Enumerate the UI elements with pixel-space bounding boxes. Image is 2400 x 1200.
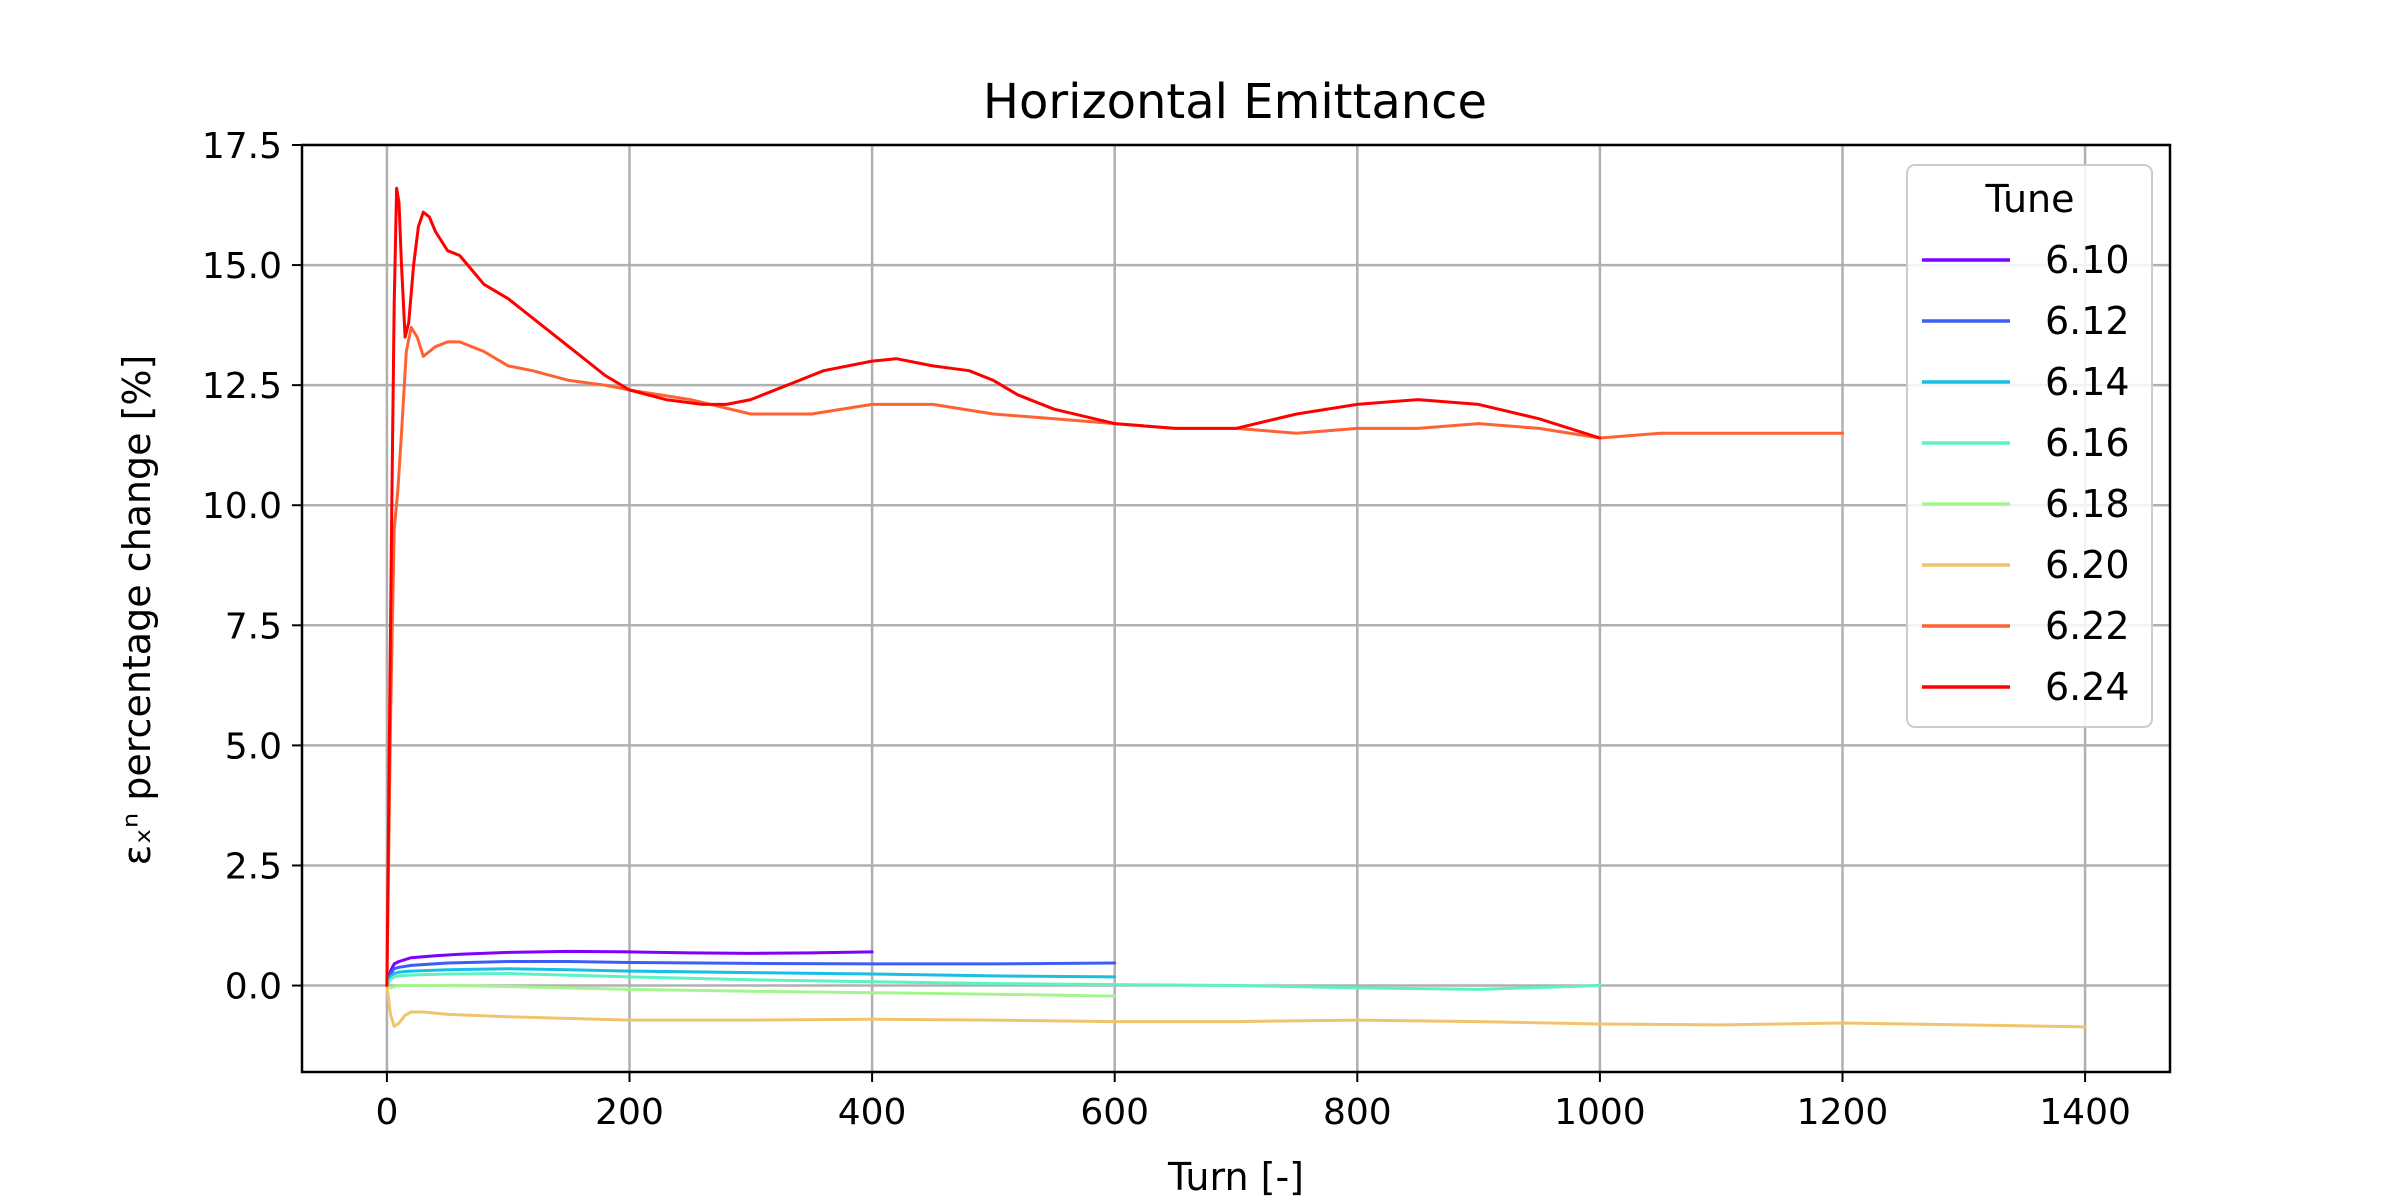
y-tick-label: 0.0 (225, 967, 282, 1008)
x-tick-label: 0 (375, 1092, 398, 1133)
legend-label-6.20: 6.20 (2045, 543, 2130, 587)
series-line-6.18 (385, 984, 1117, 998)
legend-title: Tune (1985, 177, 2075, 221)
y-tick-label: 5.0 (225, 726, 282, 767)
plot-frame (300, 143, 2172, 1074)
y-axis-label: εₓⁿ percentage change [%] (115, 355, 159, 866)
legend-label-6.16: 6.16 (2045, 421, 2130, 465)
x-tick-label: 1400 (2039, 1092, 2131, 1133)
axis-ticks: 0 200 400 600 800 1000 1200 1400 0.0 2.5 5.0 7.5 10.… (202, 126, 2131, 1133)
series-line-6.16 (385, 972, 1602, 991)
y-tick-label: 15.0 (202, 246, 282, 287)
y-tick-label: 17.5 (202, 126, 282, 167)
legend-box (1906, 164, 2153, 728)
y-tick-label: 7.5 (225, 606, 282, 647)
legend-label-6.10: 6.10 (2045, 238, 2130, 282)
legend-label-6.22: 6.22 (2045, 604, 2130, 648)
series-line-6.22 (385, 326, 1844, 987)
series-line-6.24 (385, 186, 1602, 987)
y-tick-label: 10.0 (202, 486, 282, 527)
x-tick-label: 1000 (1554, 1092, 1646, 1133)
legend-label-6.18: 6.18 (2045, 482, 2130, 526)
x-tick-label: 200 (595, 1092, 664, 1133)
y-tick-label: 12.5 (202, 366, 282, 407)
series-line-6.14 (385, 967, 1117, 987)
legend-label-6.24: 6.24 (2045, 665, 2130, 709)
series-line-6.20 (385, 984, 2087, 1029)
series-line-6.10 (385, 949, 874, 987)
x-tick-label: 400 (838, 1092, 907, 1133)
x-tick-label: 600 (1080, 1092, 1149, 1133)
x-tick-label: 1200 (1797, 1092, 1889, 1133)
legend-label-6.14: 6.14 (2045, 360, 2130, 404)
series-lines (385, 186, 2087, 1029)
series-line-6.12 (385, 960, 1117, 987)
x-tick-label: 800 (1323, 1092, 1392, 1133)
chart-title: Horizontal Emittance (983, 74, 1487, 130)
legend: Tune 6.10 6.12 6.14 6.16 6.18 6.20 6.22 6.24 (1906, 164, 2153, 728)
x-axis-label: Turn [-] (1167, 1155, 1304, 1199)
legend-label-6.12: 6.12 (2045, 299, 2130, 343)
y-tick-label: 2.5 (225, 846, 282, 887)
